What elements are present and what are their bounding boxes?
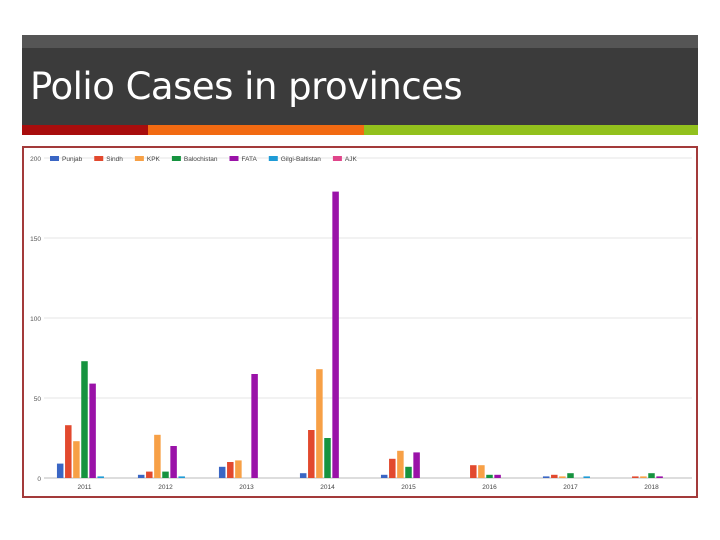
legend-label: Punjab <box>62 156 83 163</box>
legend-swatch <box>50 156 59 161</box>
y-tick-label: 200 <box>30 156 41 163</box>
bar <box>170 446 177 478</box>
bar <box>154 434 161 478</box>
bar <box>65 425 72 478</box>
bar <box>218 466 226 478</box>
bar <box>73 441 80 478</box>
bar <box>486 474 493 478</box>
x-tick-label: 2016 <box>482 484 497 491</box>
bar <box>632 476 639 478</box>
bar <box>551 474 558 478</box>
legend-swatch <box>268 156 278 161</box>
legend-label: Gilgi-Baltistan <box>281 156 321 163</box>
bar-chart: 0 50 100 150 200 2011 2012 2013 2014 2015 2016 2017… <box>30 156 692 491</box>
accent-segment-red <box>22 125 148 135</box>
x-tick-label: 2017 <box>563 484 578 491</box>
bar <box>235 460 242 478</box>
bar <box>227 462 234 478</box>
legend-swatch <box>229 156 239 161</box>
bar <box>583 476 590 478</box>
bar <box>308 430 315 478</box>
bar <box>56 463 64 478</box>
y-tick-label: 0 <box>37 476 41 483</box>
bar <box>162 471 169 478</box>
bar <box>97 476 104 478</box>
x-tick-label: 2018 <box>644 484 659 491</box>
bar <box>397 450 404 478</box>
bar <box>405 466 412 478</box>
accent-segment-orange <box>148 125 364 135</box>
legend-label: FATA <box>242 156 258 163</box>
chart-frame: 0 50 100 150 200 2011 2012 2013 2014 2015 2016 2017… <box>22 146 698 498</box>
bar <box>299 473 307 478</box>
legend-swatch <box>134 156 144 161</box>
bar <box>640 476 647 478</box>
slide-title: Polio Cases in provinces <box>30 65 463 108</box>
bar <box>316 369 323 478</box>
bar <box>146 471 153 478</box>
legend-label: AJK <box>345 156 358 163</box>
legend-swatch <box>332 156 342 161</box>
bar <box>324 438 331 478</box>
bar <box>494 474 501 478</box>
bar <box>559 476 566 478</box>
bar <box>380 474 388 478</box>
bar <box>567 473 574 478</box>
x-tick-label: 2014 <box>320 484 335 491</box>
accent-strip <box>22 125 698 135</box>
bar <box>332 191 339 478</box>
y-tick-label: 150 <box>30 236 41 243</box>
accent-segment-green <box>364 125 698 135</box>
y-tick-label: 50 <box>34 396 42 403</box>
bar <box>648 473 655 478</box>
bar <box>89 383 96 478</box>
title-bar: Polio Cases in provinces <box>22 35 698 125</box>
bar <box>542 476 550 478</box>
bar <box>81 361 88 478</box>
bar <box>413 452 420 478</box>
x-tick-label: 2011 <box>78 484 92 491</box>
legend-label: Sindh <box>106 156 123 163</box>
bar <box>478 465 485 478</box>
x-tick-label: 2015 <box>401 484 416 491</box>
legend-swatch <box>171 156 181 161</box>
y-tick-label: 100 <box>30 316 41 323</box>
legend-swatch <box>94 156 104 161</box>
bar <box>389 458 396 478</box>
legend-label: Balochistan <box>184 156 218 163</box>
bar <box>251 374 258 478</box>
x-tick-label: 2013 <box>239 484 254 491</box>
bar <box>137 474 145 478</box>
legend-label: KPK <box>147 156 161 163</box>
x-tick-label: 2012 <box>158 484 173 491</box>
title-top-stripe <box>22 35 698 48</box>
bar <box>656 476 663 478</box>
bar <box>470 465 477 478</box>
bar <box>178 476 185 478</box>
